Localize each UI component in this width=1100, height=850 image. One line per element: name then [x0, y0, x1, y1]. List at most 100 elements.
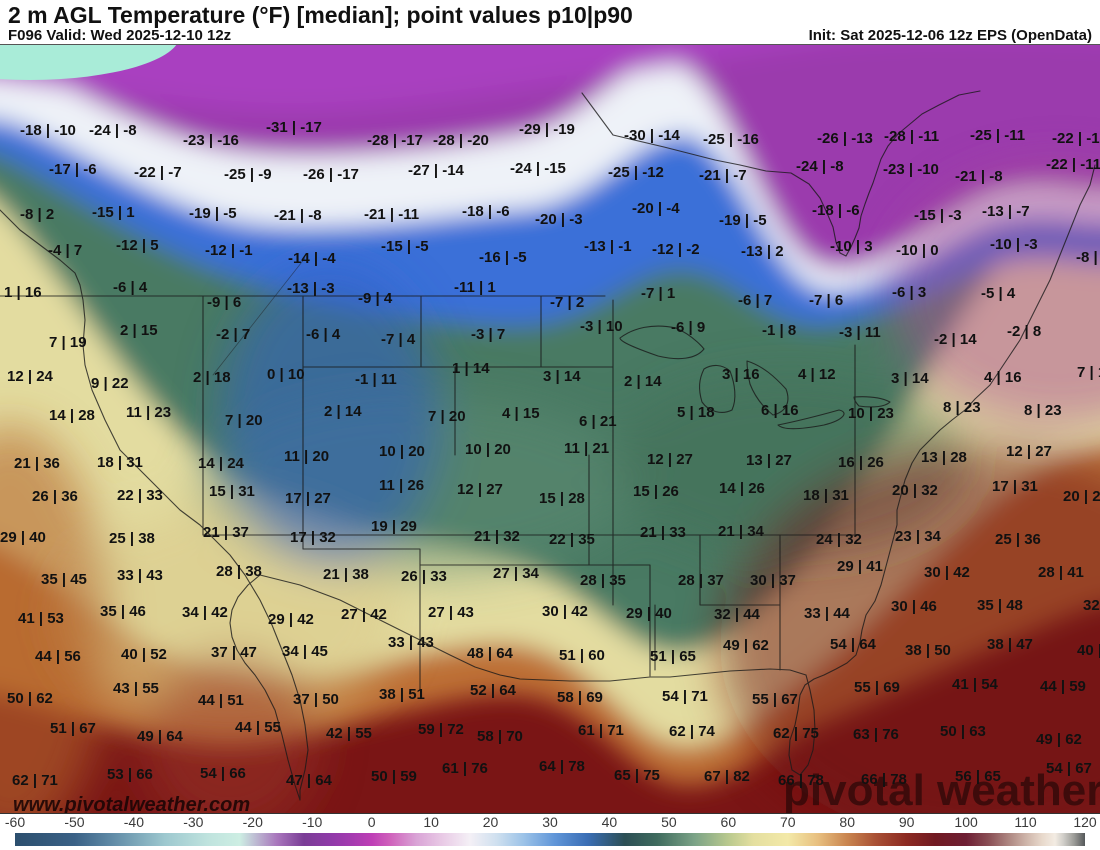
svg-text:54 | 67: 54 | 67: [1046, 760, 1092, 777]
svg-text:-15 | -3: -15 | -3: [914, 207, 962, 224]
svg-text:-23 | -10: -23 | -10: [883, 161, 939, 178]
svg-text:28 | 38: 28 | 38: [216, 563, 262, 580]
svg-text:-18 | -6: -18 | -6: [812, 202, 860, 219]
svg-text:53 | 66: 53 | 66: [107, 766, 153, 783]
svg-text:-10 | -3: -10 | -3: [990, 236, 1038, 253]
svg-text:38 | 51: 38 | 51: [379, 686, 425, 703]
svg-text:21 | 32: 21 | 32: [474, 528, 520, 545]
svg-text:21 | 33: 21 | 33: [640, 524, 686, 541]
svg-text:-22 | -7: -22 | -7: [134, 164, 182, 181]
svg-text:-17 | -6: -17 | -6: [49, 161, 97, 178]
svg-text:20 | 32: 20 | 32: [892, 482, 938, 499]
svg-text:29 | 41: 29 | 41: [837, 558, 883, 575]
svg-text:19 | 29: 19 | 29: [371, 518, 417, 535]
svg-text:4 | 16: 4 | 16: [984, 369, 1022, 386]
svg-text:-26 | -13: -26 | -13: [817, 130, 873, 147]
svg-text:-21 | -7: -21 | -7: [699, 167, 747, 184]
svg-text:2 | 14: 2 | 14: [624, 373, 662, 390]
svg-text:-21 | -8: -21 | -8: [955, 168, 1003, 185]
svg-text:44 | 51: 44 | 51: [198, 692, 244, 709]
svg-text:41 | 53: 41 | 53: [18, 610, 64, 627]
svg-text:15 | 26: 15 | 26: [633, 483, 679, 500]
svg-text:29 | 40: 29 | 40: [626, 605, 672, 622]
svg-text:-2 | 8: -2 | 8: [1007, 323, 1041, 340]
svg-text:6 | 21: 6 | 21: [579, 413, 617, 430]
svg-text:-5 | 4: -5 | 4: [981, 285, 1016, 302]
svg-text:23 | 34: 23 | 34: [895, 528, 942, 545]
svg-text:-11 | 1: -11 | 1: [454, 279, 496, 296]
svg-text:-6 | 9: -6 | 9: [671, 319, 705, 336]
svg-text:20 | 29: 20 | 29: [1063, 488, 1100, 505]
svg-text:34 | 42: 34 | 42: [182, 604, 228, 621]
svg-text:27 | 34: 27 | 34: [493, 565, 540, 582]
svg-text:32 | 47: 32 | 47: [1083, 597, 1100, 614]
svg-text:42 | 55: 42 | 55: [326, 725, 372, 742]
svg-text:28 | 37: 28 | 37: [678, 572, 724, 589]
svg-text:59 | 72: 59 | 72: [418, 721, 464, 738]
svg-text:65 | 75: 65 | 75: [614, 767, 660, 784]
svg-text:50 | 59: 50 | 59: [371, 768, 417, 785]
svg-text:-10 | 3: -10 | 3: [830, 238, 873, 255]
svg-text:-28 | -17: -28 | -17: [367, 132, 423, 149]
svg-text:-25 | -12: -25 | -12: [608, 164, 664, 181]
svg-text:-12 | -2: -12 | -2: [652, 241, 700, 258]
svg-text:15 | 31: 15 | 31: [209, 483, 255, 500]
svg-text:18 | 31: 18 | 31: [97, 454, 143, 471]
svg-text:17 | 27: 17 | 27: [285, 490, 331, 507]
svg-text:-31 | -17: -31 | -17: [266, 119, 322, 136]
svg-text:-25 | -9: -25 | -9: [224, 166, 272, 183]
svg-text:34 | 45: 34 | 45: [282, 643, 328, 660]
svg-text:44 | 56: 44 | 56: [35, 648, 81, 665]
svg-text:13 | 28: 13 | 28: [921, 449, 967, 466]
svg-text:25 | 36: 25 | 36: [995, 531, 1041, 548]
svg-text:17 | 31: 17 | 31: [992, 478, 1038, 495]
svg-text:-25 | -16: -25 | -16: [703, 131, 759, 148]
svg-text:4 | 15: 4 | 15: [502, 405, 540, 422]
svg-text:18 | 31: 18 | 31: [803, 487, 849, 504]
svg-text:37 | 47: 37 | 47: [211, 644, 257, 661]
svg-text:-24 | -8: -24 | -8: [89, 122, 137, 139]
svg-text:51 | 67: 51 | 67: [50, 720, 96, 737]
svg-text:8 | 23: 8 | 23: [1024, 402, 1062, 419]
svg-text:14 | 24: 14 | 24: [198, 455, 245, 472]
svg-text:7 | 18: 7 | 18: [1077, 364, 1100, 381]
svg-text:7 | 20: 7 | 20: [428, 408, 466, 425]
svg-text:55 | 69: 55 | 69: [854, 679, 900, 696]
svg-text:28 | 35: 28 | 35: [580, 572, 626, 589]
svg-text:-28 | -11: -28 | -11: [884, 128, 939, 145]
svg-text:27 | 43: 27 | 43: [428, 604, 474, 621]
svg-text:0 | 10: 0 | 10: [267, 366, 305, 383]
svg-text:-3 | 10: -3 | 10: [580, 318, 623, 335]
svg-text:-12 | 5: -12 | 5: [116, 237, 159, 254]
svg-text:5 | 18: 5 | 18: [677, 404, 715, 421]
svg-text:-9 | 6: -9 | 6: [207, 294, 241, 311]
svg-text:50 | 62: 50 | 62: [7, 690, 53, 707]
svg-text:-1 | 11: -1 | 11: [355, 371, 397, 388]
svg-text:7 | 20: 7 | 20: [225, 412, 263, 429]
svg-text:-24 | -8: -24 | -8: [796, 158, 844, 175]
svg-text:63 | 76: 63 | 76: [853, 726, 899, 743]
svg-text:14 | 26: 14 | 26: [719, 480, 765, 497]
svg-text:66 | 78: 66 | 78: [778, 772, 824, 789]
svg-text:21 | 36: 21 | 36: [14, 455, 60, 472]
svg-text:-3 | 11: -3 | 11: [839, 324, 881, 341]
svg-text:29 | 40: 29 | 40: [0, 529, 46, 546]
svg-text:-25 | -11: -25 | -11: [970, 127, 1025, 144]
svg-text:-7 | 6: -7 | 6: [809, 292, 843, 309]
svg-text:-6 | 4: -6 | 4: [306, 326, 341, 343]
svg-text:-7 | 4: -7 | 4: [381, 331, 416, 348]
svg-text:9 | 22: 9 | 22: [91, 375, 129, 392]
svg-text:-30 | -14: -30 | -14: [624, 127, 681, 144]
svg-text:-6 | 4: -6 | 4: [113, 279, 148, 296]
svg-text:22 | 35: 22 | 35: [549, 531, 595, 548]
svg-text:54 | 71: 54 | 71: [662, 688, 708, 705]
svg-text:27 | 42: 27 | 42: [341, 606, 387, 623]
svg-text:56 | 65: 56 | 65: [955, 768, 1001, 785]
svg-text:33 | 44: 33 | 44: [804, 605, 851, 622]
svg-text:11 | 21: 11 | 21: [564, 440, 609, 457]
svg-text:-2 | 7: -2 | 7: [216, 326, 250, 343]
svg-text:43 | 55: 43 | 55: [113, 680, 159, 697]
svg-text:www.pivotalweather.com: www.pivotalweather.com: [13, 794, 250, 814]
svg-text:48 | 64: 48 | 64: [467, 645, 514, 662]
svg-text:-18 | -6: -18 | -6: [462, 203, 510, 220]
